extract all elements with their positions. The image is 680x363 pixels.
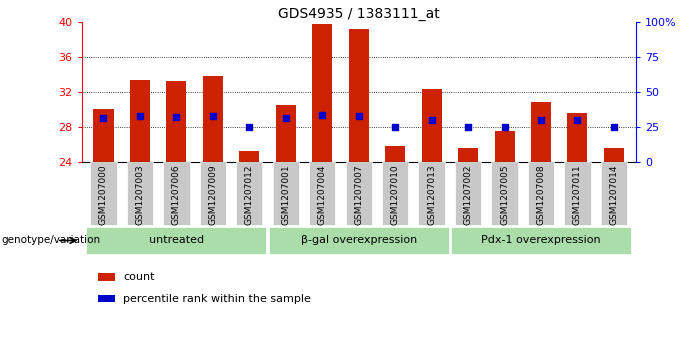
Point [98,115,109,121]
Text: GSM1207003: GSM1207003 [135,165,144,225]
Text: count: count [123,273,154,282]
Bar [312,24,333,162]
Bar [385,146,405,162]
Title: GDS4935 / 1383111_at: GDS4935 / 1383111_at [278,7,439,21]
Bar [239,151,259,162]
FancyBboxPatch shape [163,162,190,225]
Point [609,125,619,130]
Text: GSM1207006: GSM1207006 [172,165,181,225]
Text: β-gal overexpression: β-gal overexpression [301,235,417,245]
Text: GSM1207012: GSM1207012 [245,165,254,225]
Point [135,113,146,119]
FancyBboxPatch shape [200,162,226,225]
Point [499,125,510,130]
Bar [604,147,624,162]
Point [317,112,328,118]
Text: Pdx-1 overexpression: Pdx-1 overexpression [481,235,601,245]
Bar [276,105,296,162]
FancyBboxPatch shape [528,162,554,225]
Point [244,125,255,130]
FancyBboxPatch shape [382,162,408,225]
Text: GSM1207010: GSM1207010 [391,165,400,225]
Text: GSM1207005: GSM1207005 [500,165,509,225]
Text: GSM1207014: GSM1207014 [609,165,618,225]
Text: untreated: untreated [149,235,204,245]
Text: GSM1207001: GSM1207001 [282,165,290,225]
Bar [567,114,588,162]
FancyBboxPatch shape [345,162,372,225]
Text: GSM1207011: GSM1207011 [573,165,582,225]
FancyBboxPatch shape [564,162,591,225]
Point [353,113,364,119]
FancyBboxPatch shape [309,162,335,225]
Bar [98,273,115,281]
Point [390,124,401,130]
Point [426,117,437,122]
FancyBboxPatch shape [418,162,445,225]
Text: GSM1207000: GSM1207000 [99,165,108,225]
Point [462,125,473,130]
Bar [130,80,150,162]
FancyBboxPatch shape [601,162,627,225]
Bar [349,29,369,162]
Point [171,114,182,120]
Text: GSM1207008: GSM1207008 [537,165,545,225]
Bar [422,89,441,162]
Point [280,115,291,121]
Bar [458,148,478,162]
Text: genotype/variation: genotype/variation [1,236,101,245]
Text: GSM1207002: GSM1207002 [464,165,473,225]
FancyBboxPatch shape [90,162,116,225]
FancyBboxPatch shape [492,162,517,225]
Point [572,117,583,122]
Bar [167,81,186,162]
Text: GSM1207007: GSM1207007 [354,165,363,225]
Text: percentile rank within the sample: percentile rank within the sample [123,294,311,304]
Bar [93,109,114,162]
FancyBboxPatch shape [126,162,153,225]
FancyBboxPatch shape [273,162,299,225]
FancyBboxPatch shape [455,162,481,225]
Bar [203,76,223,162]
Point [536,117,547,122]
FancyBboxPatch shape [236,162,262,225]
Bar [98,295,115,302]
Bar [531,102,551,162]
FancyBboxPatch shape [86,227,267,254]
FancyBboxPatch shape [269,227,449,254]
FancyBboxPatch shape [451,227,631,254]
Text: GSM1207004: GSM1207004 [318,165,326,225]
Text: GSM1207013: GSM1207013 [427,165,436,225]
Text: GSM1207009: GSM1207009 [208,165,218,225]
Point [207,113,218,119]
Bar [494,131,515,162]
